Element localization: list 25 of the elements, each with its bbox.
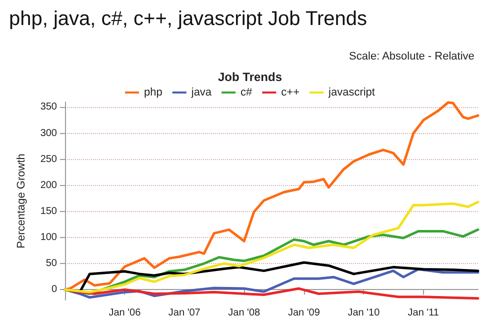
y-tick-label: 100 [40,232,58,243]
x-tick-label: Jan '07 [168,308,201,318]
x-tick-label: Jan '08 [228,308,261,318]
y-tick-label: 0 [51,284,58,296]
x-tick-label: Jan '10 [348,308,380,318]
legend-label: c++ [281,86,300,98]
y-tick-label: 300 [40,128,58,139]
y-tick-label: 200 [40,180,58,191]
chart-title: php, java, c#, c++, javascript Job Trends [9,8,367,30]
legend-label: php [144,86,162,98]
x-tick-label: Jan '11 [408,308,440,318]
line-series [64,200,480,294]
chart-subtitle: Job Trends [218,70,282,84]
legend-label: java [190,86,212,98]
legend-label: javascript [328,86,375,98]
legend-label: c# [240,86,254,98]
x-tick-label: Jan '06 [108,308,142,318]
y-tick-label: 350 [40,102,58,113]
y-tick-label: 150 [40,206,58,217]
y-axis-title: Percentage Growth [16,154,28,248]
y-tick-label: 50 [46,258,58,270]
y-tick-label: 250 [40,154,58,165]
x-tick-label: Jan '09 [288,308,320,318]
line-series [64,101,480,291]
text: Scale: Absolute - Relative [349,50,474,62]
